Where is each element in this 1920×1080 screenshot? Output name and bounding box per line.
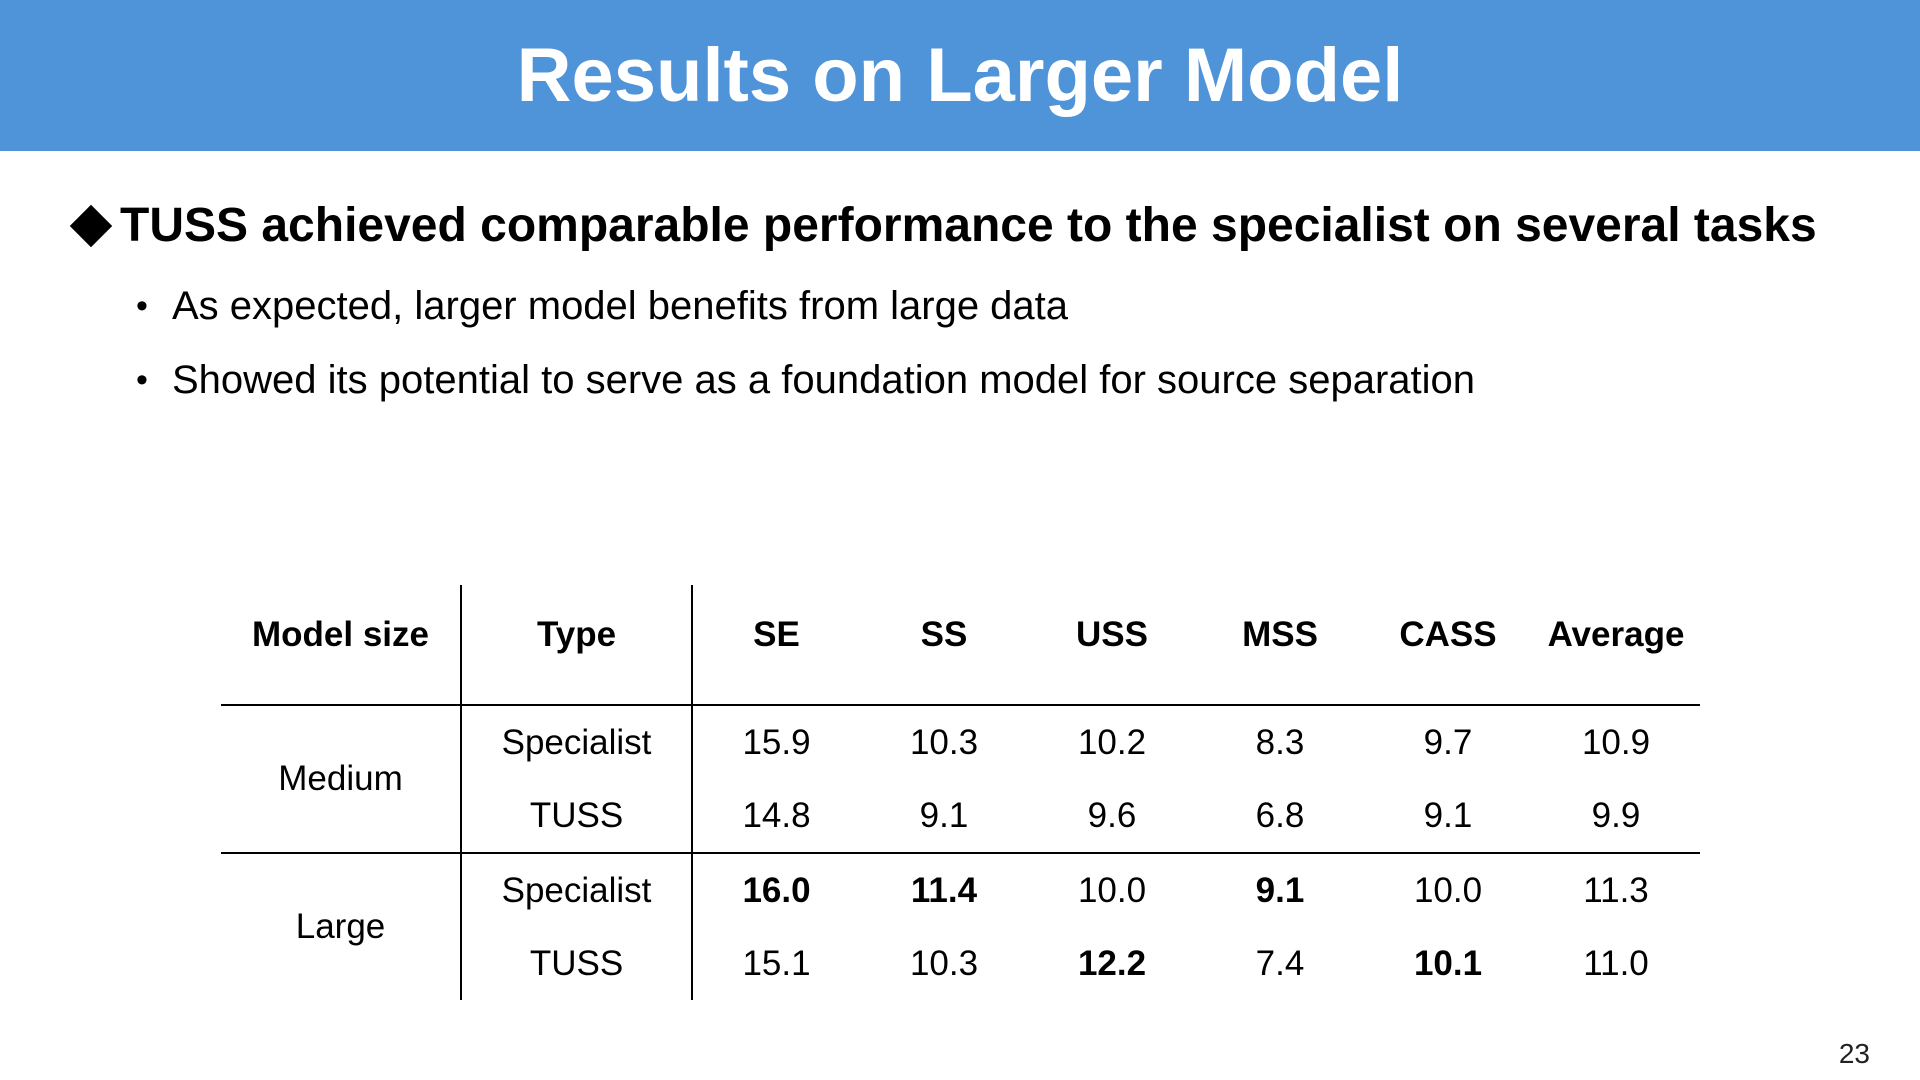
type-cell: Specialist — [461, 705, 693, 779]
bullet-item: • Showed its potential to serve as a fou… — [136, 354, 1475, 428]
value-cell: 10.0 — [1077, 870, 1147, 910]
type-cell: TUSS — [461, 927, 693, 1000]
header-type: Type — [461, 585, 693, 705]
value-cell: 14.8 — [742, 795, 811, 835]
bullet-item: • As expected, larger model benefits fro… — [136, 280, 1475, 354]
header-model-size: Model size — [221, 585, 462, 705]
header-se: SE — [753, 614, 800, 654]
table-row: TUSS 15.1 10.3 12.2 7.4 10.1 11.0 — [221, 927, 1700, 1000]
value-cell: 6.8 — [1255, 795, 1305, 835]
value-cell: 11.0 — [1583, 943, 1649, 983]
page-number: 23 — [1838, 1038, 1870, 1069]
value-cell: 11.4 — [910, 870, 978, 910]
table-row: TUSS 14.8 9.1 9.6 6.8 9.1 9.9 — [221, 779, 1700, 853]
table-header-row: Model size Type SE SS USS MSS CASS Avera… — [221, 585, 1700, 705]
value-cell: 9.1 — [1255, 870, 1305, 910]
table-row: Large Specialist 16.0 11.4 10.0 9.1 10.0… — [221, 853, 1700, 1000]
value-cell: 12.2 — [1077, 943, 1147, 983]
header-cass: CASS — [1399, 614, 1497, 654]
header-mss: MSS — [1242, 614, 1318, 654]
value-cell: 9.7 — [1423, 722, 1473, 762]
header-ss: SS — [920, 614, 968, 654]
diamond-bullet-icon — [69, 204, 113, 247]
headline: TUSS achieved comparable performance to … — [66, 198, 1817, 253]
model-size-cell: Large — [221, 853, 462, 1000]
value-cell: 10.3 — [909, 722, 979, 762]
value-cell: 15.9 — [742, 722, 811, 762]
type-cell: Specialist — [461, 853, 693, 927]
results-table: Model size Type SE SS USS MSS CASS Avera… — [221, 585, 1700, 1000]
value-cell: 9.6 — [1087, 795, 1137, 835]
value-cell: 9.1 — [919, 795, 969, 835]
value-cell: 9.1 — [1423, 795, 1473, 835]
title-bar: Results on Larger Model — [0, 0, 1920, 151]
slide-title: Results on Larger Model — [516, 33, 1404, 118]
value-cell: 11.3 — [1583, 870, 1649, 910]
table-row: Medium Specialist 15.9 10.3 10.2 8.3 9.7… — [221, 705, 1700, 853]
header-uss: USS — [1076, 614, 1148, 654]
bullet-list: • As expected, larger model benefits fro… — [136, 280, 1475, 428]
type-cell: TUSS — [461, 779, 693, 853]
value-cell: 10.2 — [1077, 722, 1147, 762]
value-cell: 10.3 — [909, 943, 979, 983]
header-average: Average — [1547, 614, 1685, 654]
value-cell: 7.4 — [1255, 943, 1305, 983]
value-cell: 9.9 — [1591, 795, 1641, 835]
value-cell: 15.1 — [742, 943, 811, 983]
bullet-dot-icon: • — [136, 287, 148, 325]
value-cell: 16.0 — [742, 870, 811, 910]
bullet-dot-icon: • — [136, 361, 148, 399]
value-cell: 10.0 — [1413, 870, 1483, 910]
model-size-cell: Medium — [221, 705, 462, 853]
value-cell: 10.9 — [1581, 722, 1651, 762]
value-cell: 10.1 — [1413, 943, 1483, 983]
bullet-text: As expected, larger model benefits from … — [172, 284, 1069, 328]
bullet-text: Showed its potential to serve as a found… — [172, 358, 1476, 402]
headline-text: TUSS achieved comparable performance to … — [120, 199, 1817, 252]
value-cell: 8.3 — [1255, 722, 1305, 762]
